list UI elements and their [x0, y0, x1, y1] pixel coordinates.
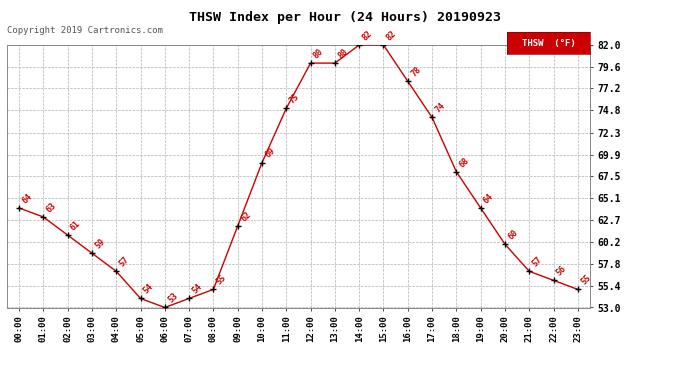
- Text: 68: 68: [457, 156, 471, 169]
- Text: THSW Index per Hour (24 Hours) 20190923: THSW Index per Hour (24 Hours) 20190923: [189, 11, 501, 24]
- Text: 53: 53: [166, 291, 179, 305]
- Text: Copyright 2019 Cartronics.com: Copyright 2019 Cartronics.com: [7, 26, 163, 35]
- Text: 62: 62: [239, 210, 253, 223]
- Text: 82: 82: [361, 29, 374, 42]
- Text: 57: 57: [531, 255, 544, 268]
- Text: 80: 80: [312, 47, 326, 60]
- Text: 78: 78: [409, 65, 422, 78]
- Text: 56: 56: [555, 264, 569, 278]
- Text: 64: 64: [482, 192, 495, 205]
- Text: 60: 60: [506, 228, 520, 242]
- Text: 61: 61: [69, 219, 83, 232]
- Text: 80: 80: [336, 47, 350, 60]
- Text: 55: 55: [579, 273, 593, 286]
- Text: 63: 63: [45, 201, 58, 214]
- Text: 55: 55: [215, 273, 228, 286]
- Text: 82: 82: [385, 29, 398, 42]
- Text: 69: 69: [264, 147, 277, 160]
- Text: THSW  (°F): THSW (°F): [522, 39, 575, 48]
- Text: 74: 74: [433, 101, 447, 115]
- Text: 64: 64: [21, 192, 34, 205]
- Text: 59: 59: [93, 237, 107, 250]
- Text: 75: 75: [288, 92, 301, 106]
- Text: 54: 54: [190, 282, 204, 296]
- Text: 54: 54: [142, 282, 155, 296]
- Text: 57: 57: [117, 255, 131, 268]
